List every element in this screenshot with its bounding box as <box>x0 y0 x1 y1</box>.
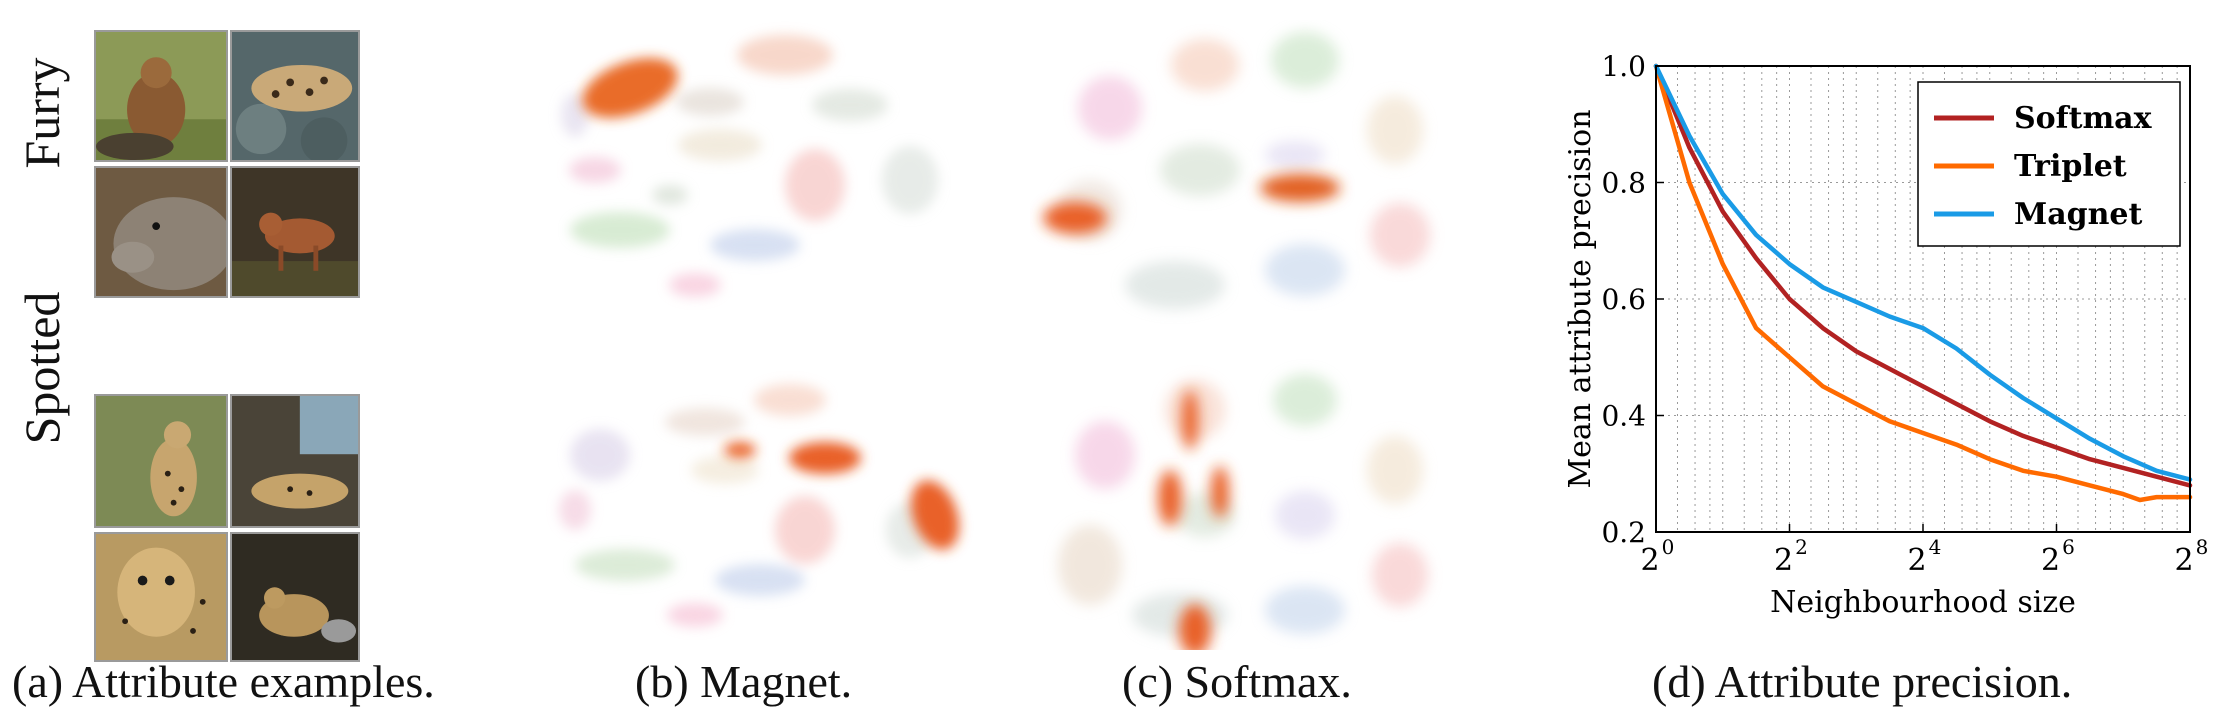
legend-label-triplet: Triplet <box>2014 149 2127 184</box>
y-tick-label: 0.6 <box>1601 283 1646 316</box>
y-tick-label: 0.8 <box>1601 167 1646 200</box>
magnet-embedding-plot <box>559 35 960 627</box>
chart-series <box>1653 63 2193 503</box>
attribute-precision-chart: 0.20.40.60.81.02 0 2 2 2 4 2 6 2 8 Mean attribute… <box>1563 50 2208 620</box>
spotted-photo-cheetah-face <box>94 532 228 662</box>
caption-d: (d) Attribute precision. <box>1652 656 2073 707</box>
legend-label-softmax: Softmax <box>2014 101 2153 136</box>
row-label-furry: Furry <box>14 57 70 169</box>
x-tick-exponent: 8 <box>2196 535 2209 559</box>
chart-ticks: 0.20.40.60.81.02 0 2 2 2 4 2 6 2 8 <box>1601 50 2208 578</box>
x-tick-exponent: 6 <box>2062 535 2075 559</box>
spotted-photo-cheetah-sitting <box>94 394 228 528</box>
legend-label-magnet: Magnet <box>2014 197 2143 232</box>
series-line-softmax <box>1653 63 2193 488</box>
row-label-spotted: Spotted <box>14 291 70 445</box>
x-tick-label: 2 <box>2174 543 2193 578</box>
furry-photo-marmot <box>94 30 228 162</box>
x-tick-label: 2 <box>1774 543 1793 578</box>
x-axis-label: Neighbourhood size <box>1770 585 2076 620</box>
y-axis-label: Mean attribute precision <box>1563 109 1598 488</box>
series-line-magnet <box>1653 63 2193 482</box>
caption-c: (c) Softmax. <box>1122 656 1352 707</box>
spotted-photo-cheetah-grass <box>230 532 360 662</box>
spotted-photo-cheetah-lying <box>230 394 360 528</box>
softmax-embedding-plot <box>1043 32 1430 650</box>
caption-b: (b) Magnet. <box>635 656 853 707</box>
x-tick-exponent: 0 <box>1662 535 1675 559</box>
x-tick-exponent: 4 <box>1929 535 1942 559</box>
furry-photo-groundhog <box>94 166 228 298</box>
furry-photo-ocelot <box>230 30 360 162</box>
y-tick-label: 0.4 <box>1601 400 1646 433</box>
y-tick-label: 0.2 <box>1601 516 1646 549</box>
y-tick-label: 1.0 <box>1601 50 1646 83</box>
series-line-triplet <box>1653 63 2193 503</box>
x-tick-label: 2 <box>1907 543 1926 578</box>
furry-photo-dhole <box>230 166 360 298</box>
x-tick-exponent: 2 <box>1795 535 1808 559</box>
x-tick-label: 2 <box>2041 543 2060 578</box>
caption-a: (a) Attribute examples. <box>12 656 435 707</box>
x-tick-label: 2 <box>1640 543 1659 578</box>
chart-legend: Softmax Triplet Magnet <box>1917 81 2181 247</box>
